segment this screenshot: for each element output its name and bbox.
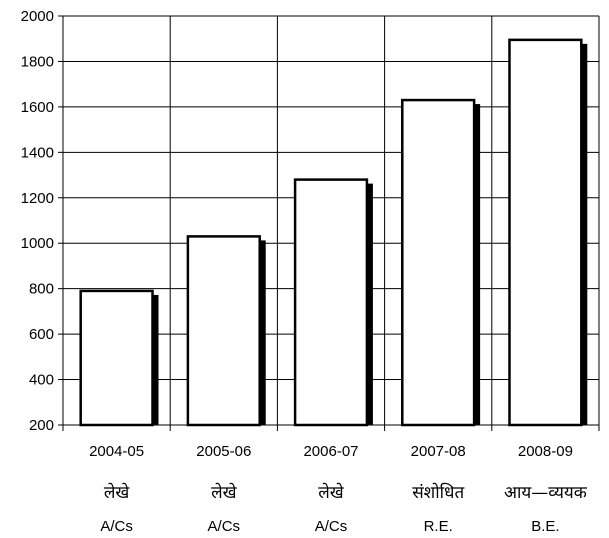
bars (79, 38, 588, 427)
y-tick-label: 400 (29, 372, 54, 389)
x-category-label: 2005-06 (196, 443, 251, 460)
bar-shadow (474, 104, 481, 426)
x-category-label-hindi: आय—व्ययक (504, 483, 588, 503)
y-tick-labels: 200 400 600 800 1000 1200 1400 1600 1800 2000 (21, 8, 54, 434)
x-category-label: 2007-08 (411, 443, 466, 460)
bar (508, 38, 583, 427)
y-tick-label: 1600 (21, 99, 54, 116)
bar (293, 178, 369, 427)
bar-shadow (152, 294, 159, 425)
bar-shadow (366, 183, 373, 425)
bar (79, 289, 154, 427)
y-tick-label: 600 (29, 326, 54, 343)
y-tick-label: 1800 (21, 53, 54, 70)
x-category-label-hindi: लेखे (211, 482, 238, 503)
bar (186, 235, 261, 427)
x-category-label-english: R.E. (424, 518, 453, 535)
x-category-labels: 2004-05 लेखे A/Cs 2005-06 लेखे A/Cs 2006-07 लेख… (89, 443, 588, 535)
x-category-label: 2008-09 (518, 443, 573, 460)
y-tick-label: 200 (29, 417, 54, 434)
x-category-label-hindi: लेखे (104, 482, 131, 503)
x-category-label-english: A/Cs (208, 518, 241, 535)
y-tick-label: 1000 (21, 235, 54, 252)
y-tick-label: 1400 (21, 144, 54, 161)
x-category-label-english: B.E. (531, 518, 559, 535)
x-category-label-hindi: लेखे (318, 482, 345, 503)
y-tick-label: 2000 (21, 8, 54, 25)
axes (58, 15, 600, 431)
bar (401, 98, 476, 427)
x-category-label: 2004-05 (89, 443, 144, 460)
x-category-label-hindi: संशोधित (412, 482, 464, 503)
x-category-label-english: A/Cs (100, 518, 133, 535)
y-tick-label: 1200 (21, 190, 54, 207)
x-category-label: 2006-07 (303, 443, 358, 460)
bar-shadow (581, 43, 588, 425)
bar-shadow (259, 240, 266, 425)
y-tick-label: 800 (29, 281, 54, 298)
x-category-label-english: A/Cs (315, 518, 348, 535)
